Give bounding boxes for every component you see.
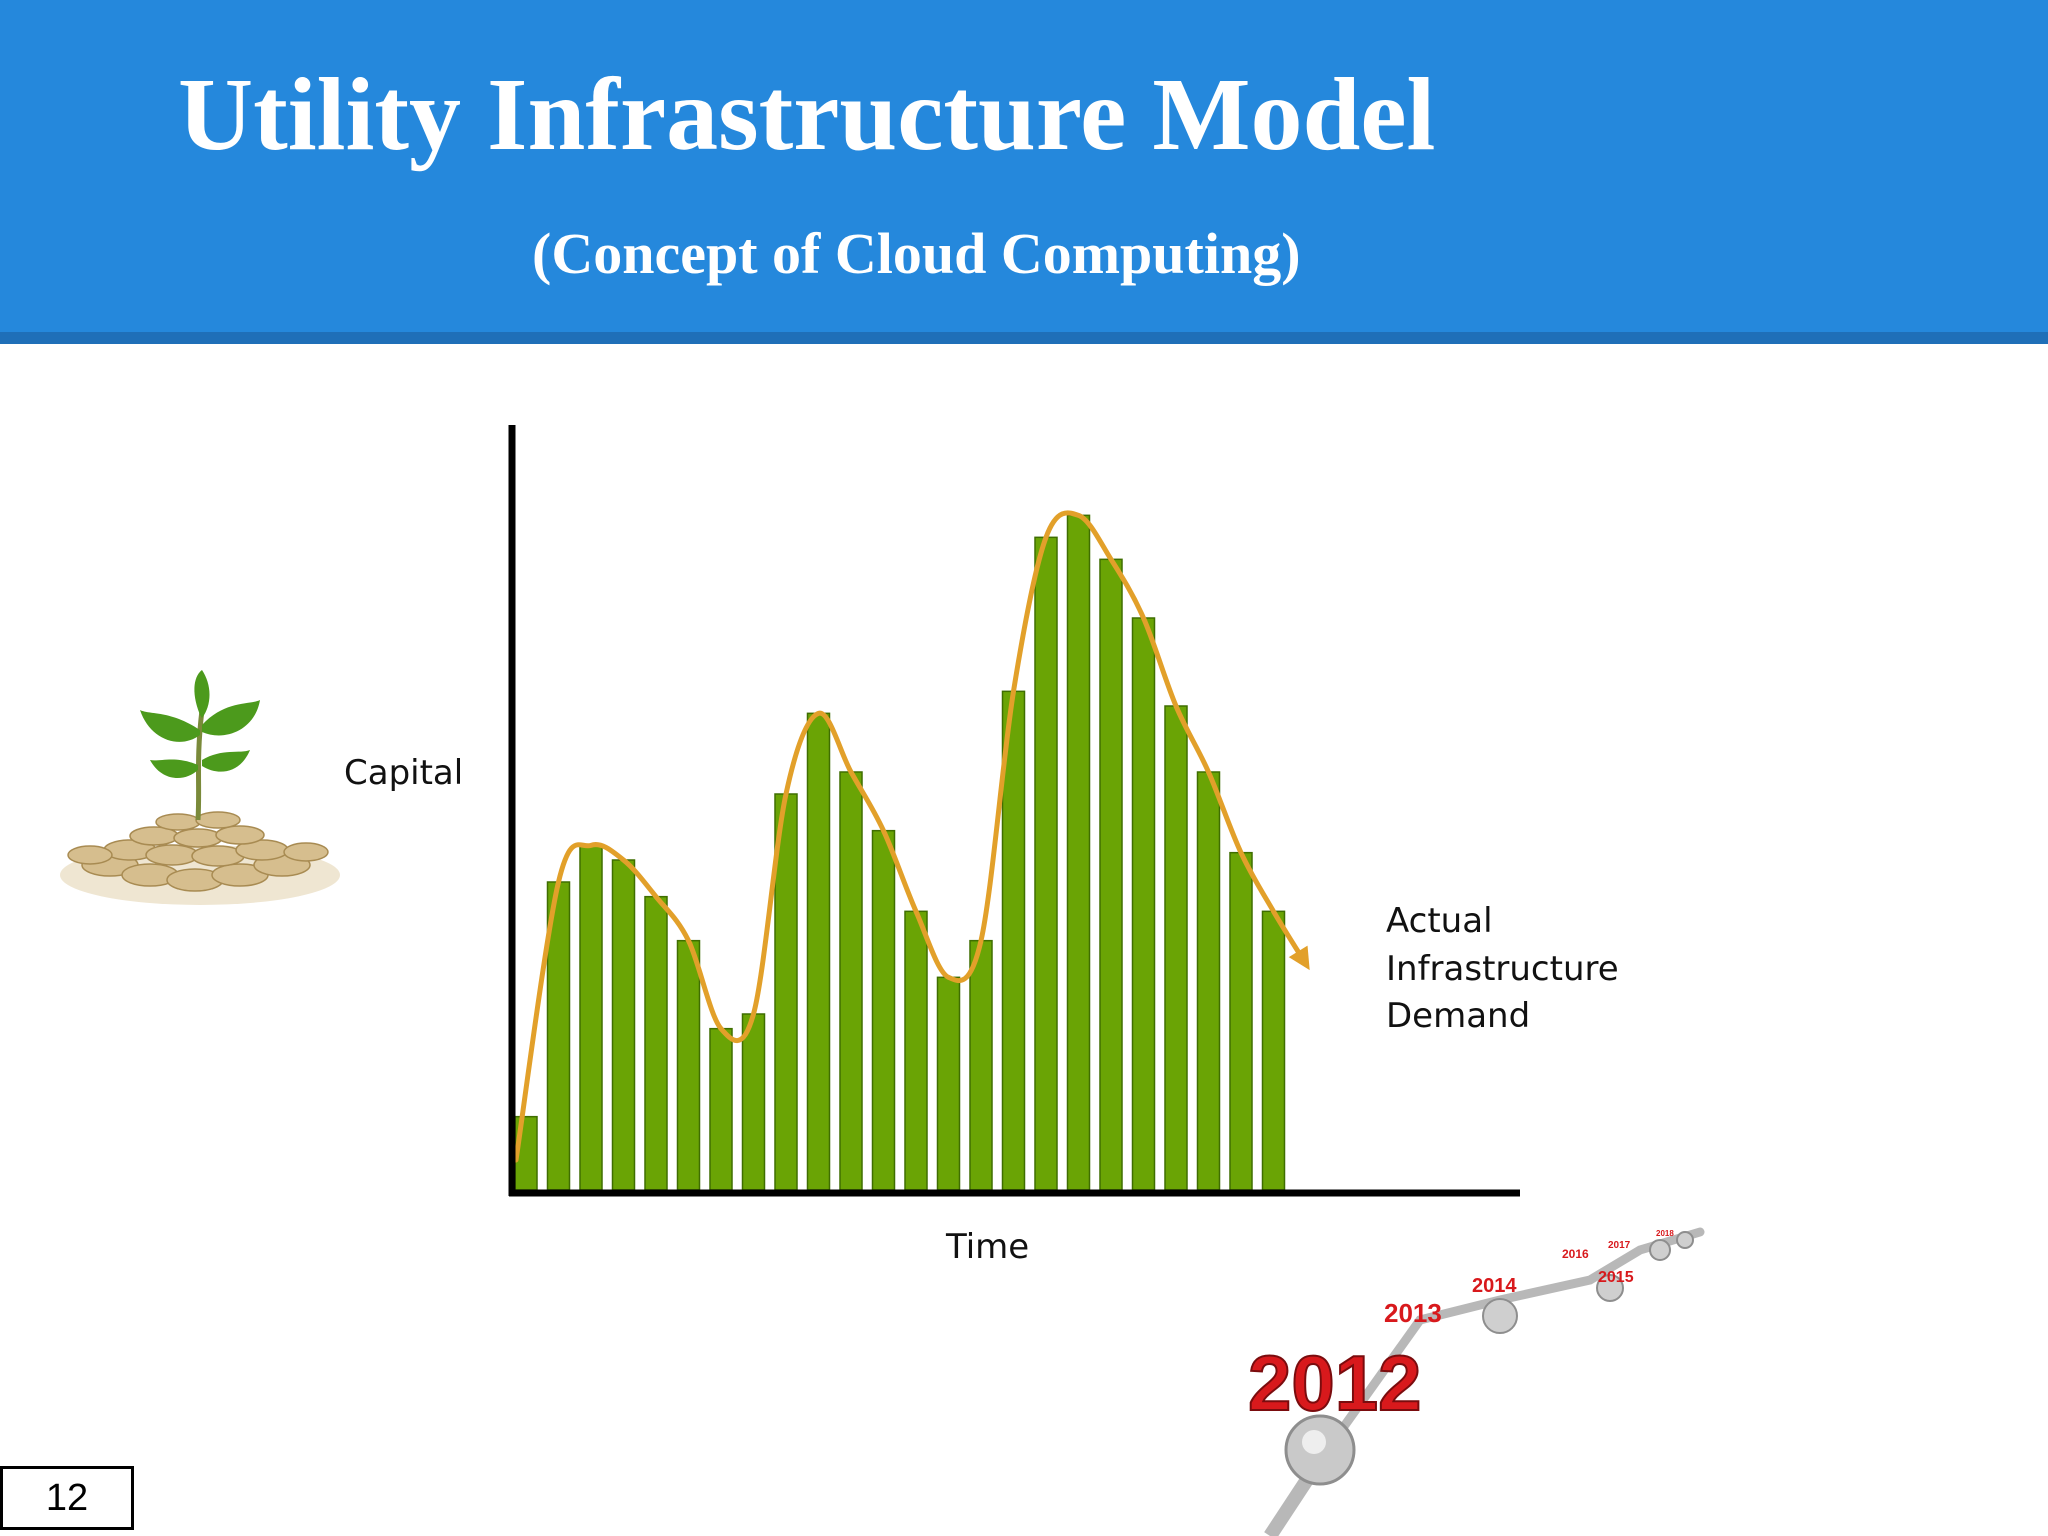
timeline-year-label: 2012 — [1248, 1339, 1422, 1427]
bar — [806, 712, 831, 1191]
timeline-year-label: 2013 — [1384, 1298, 1442, 1328]
slide-title: Utility Infrastructure Model — [178, 57, 1436, 172]
bar-series — [514, 514, 1286, 1191]
bar — [741, 1013, 766, 1191]
timeline-year-label: 2016 — [1562, 1247, 1589, 1261]
trend-line-label-line: Actual — [1386, 901, 1493, 941]
bar — [1229, 851, 1253, 1191]
bar — [1164, 705, 1188, 1191]
trend-line-label: Actual Infrastructure Demand — [1386, 898, 1706, 1041]
bar — [1261, 910, 1286, 1191]
x-axis-label: Time — [946, 1227, 1030, 1267]
timeline-year-label: 2015 — [1598, 1269, 1634, 1286]
bar — [611, 859, 636, 1191]
header-stripe — [0, 332, 2048, 344]
bar — [1131, 617, 1156, 1191]
y-axis-label: Capital — [344, 753, 464, 793]
bar — [936, 976, 961, 1191]
bar — [579, 844, 603, 1191]
bar — [676, 939, 701, 1191]
year-timeline-icon: 2012 2013 2014 2015 2016 2017 2018 — [1247, 1227, 1705, 1536]
timeline-year-label: 2018 — [1656, 1229, 1674, 1238]
timeline-year-label: 2014 — [1472, 1275, 1517, 1297]
trend-arrowhead — [1288, 945, 1310, 971]
bar — [904, 910, 928, 1191]
plant-sprouting-from-coins-icon — [60, 670, 340, 905]
bar — [709, 1027, 733, 1191]
trend-line-label-line: Infrastructure — [1386, 948, 1619, 989]
bar — [871, 829, 896, 1191]
bar — [1196, 771, 1221, 1191]
slide-subtitle: (Concept of Cloud Computing) — [532, 221, 1301, 286]
page-number: 12 — [0, 1466, 134, 1530]
demand-trend-line — [513, 510, 1308, 1163]
bar — [1034, 536, 1058, 1191]
timeline-year-label: 2017 — [1608, 1240, 1631, 1251]
slide-header — [0, 0, 2048, 332]
bar — [1099, 558, 1123, 1191]
bar — [969, 939, 993, 1191]
bar — [644, 895, 668, 1191]
bar — [839, 771, 863, 1191]
bar — [1066, 514, 1091, 1191]
trend-line-label-line: Demand — [1386, 996, 1531, 1037]
